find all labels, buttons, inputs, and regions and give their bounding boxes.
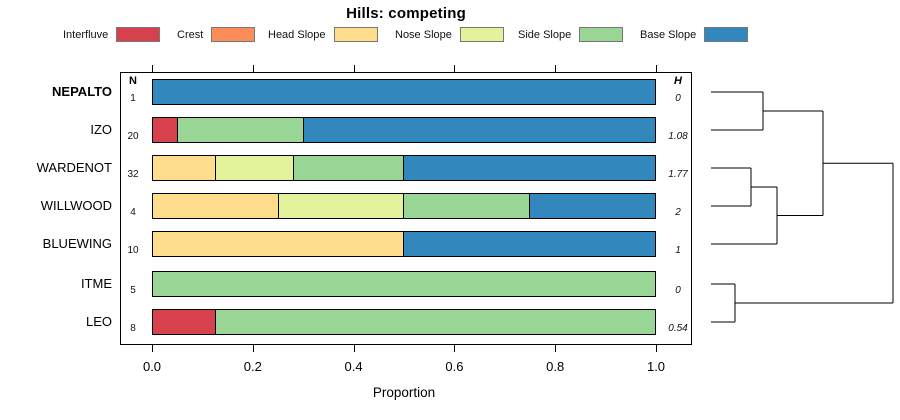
- legend-swatch-icon: [333, 27, 378, 42]
- legend-item-nose-slope: Nose Slope: [395, 26, 504, 43]
- axis-tick-label: 0.6: [445, 359, 464, 374]
- segment-head-slope: [153, 194, 279, 218]
- axis-tick-top: [152, 65, 153, 72]
- segment-base-slope: [153, 80, 655, 104]
- legend-swatch-icon: [116, 27, 161, 42]
- h-value: 1: [675, 245, 681, 256]
- row-label-wardenot: WARDENOT: [36, 160, 112, 175]
- axis-tick-top: [656, 65, 657, 72]
- axis-tick-bottom: [353, 345, 355, 352]
- row-label-nepalto: NEPALTO: [52, 84, 112, 99]
- axis-tick-top: [252, 65, 254, 72]
- row-label-bluewing: BLUEWING: [42, 236, 112, 251]
- segment-base-slope: [529, 194, 655, 218]
- segment-nose-slope: [278, 194, 404, 218]
- bar-izo: [152, 117, 656, 143]
- row-label-leo: LEO: [85, 314, 112, 329]
- h-value: 1.08: [668, 131, 688, 142]
- axis-tick-label: 0.0: [142, 359, 162, 374]
- segment-interfluve: [153, 310, 216, 334]
- axis-tick-bottom: [656, 345, 657, 352]
- legend-label: Head Slope: [268, 28, 326, 41]
- segment-nose-slope: [215, 156, 295, 180]
- segment-side-slope: [294, 156, 404, 180]
- axis-tick-bottom: [152, 345, 153, 352]
- bar-wardenot: [152, 155, 656, 181]
- n-value: 20: [127, 131, 139, 142]
- axis-tick-bottom: [555, 345, 557, 352]
- bar-leo: [152, 309, 656, 335]
- segment-side-slope: [215, 310, 655, 334]
- legend-item-interfluve: Interfluve: [63, 26, 161, 43]
- axis-tick-label: 0.2: [243, 359, 262, 374]
- row-label-itme: ITME: [80, 276, 112, 291]
- n-value: 32: [127, 169, 139, 180]
- segment-base-slope: [404, 232, 655, 256]
- axis-tick-top: [454, 65, 456, 72]
- row-label-willwood: WILLWOOD: [40, 198, 112, 213]
- legend-item-crest: Crest: [177, 26, 256, 43]
- n-value: 10: [127, 245, 139, 256]
- n-value: 5: [130, 285, 136, 296]
- axis-tick-bottom: [454, 345, 456, 352]
- h-value: 0: [675, 93, 681, 104]
- bar-bluewing: [152, 231, 656, 257]
- h-value: 0: [675, 285, 681, 296]
- segment-side-slope: [153, 272, 655, 296]
- legend-swatch-icon: [459, 27, 504, 42]
- axis-tick-label: 0.8: [546, 359, 565, 374]
- segment-side-slope: [404, 194, 530, 218]
- segment-head-slope: [153, 232, 404, 256]
- legend-swatch-icon: [579, 27, 624, 42]
- axis-tick-bottom: [252, 345, 254, 352]
- legend-item-base-slope: Base Slope: [640, 26, 749, 43]
- legend-item-side-slope: Side Slope: [518, 26, 624, 43]
- legend-swatch-icon: [211, 27, 256, 42]
- row-label-izo: IZO: [90, 122, 112, 137]
- axis-tick-label: 1.0: [646, 359, 666, 374]
- segment-side-slope: [178, 118, 304, 142]
- legend-label: Interfluve: [63, 28, 109, 41]
- legend-item-head-slope: Head Slope: [268, 26, 378, 43]
- n-column-header: N: [129, 75, 137, 87]
- legend-label: Side Slope: [518, 28, 572, 41]
- axis-tick-label: 0.4: [344, 359, 363, 374]
- legend-label: Nose Slope: [395, 28, 452, 41]
- h-value: 1.77: [668, 169, 688, 180]
- axis-tick-top: [353, 65, 355, 72]
- bar-nepalto: [152, 79, 656, 105]
- legend-label: Crest: [177, 28, 204, 41]
- segment-base-slope: [303, 118, 655, 142]
- bar-willwood: [152, 193, 656, 219]
- n-value: 1: [130, 93, 136, 104]
- h-column-header: H: [674, 75, 682, 87]
- legend-label: Base Slope: [640, 28, 697, 41]
- bar-itme: [152, 271, 656, 297]
- axis-tick-top: [555, 65, 557, 72]
- chart-title: Hills: competing: [346, 5, 466, 22]
- x-axis-title: Proportion: [372, 385, 436, 400]
- n-value: 4: [130, 207, 136, 218]
- h-value: 0.54: [668, 323, 688, 334]
- legend-swatch-icon: [704, 27, 749, 42]
- n-value: 8: [130, 323, 136, 334]
- segment-interfluve: [153, 118, 179, 142]
- h-value: 2: [675, 207, 681, 218]
- dendrogram: [711, 91, 894, 323]
- segment-base-slope: [404, 156, 655, 180]
- segment-head-slope: [153, 156, 216, 180]
